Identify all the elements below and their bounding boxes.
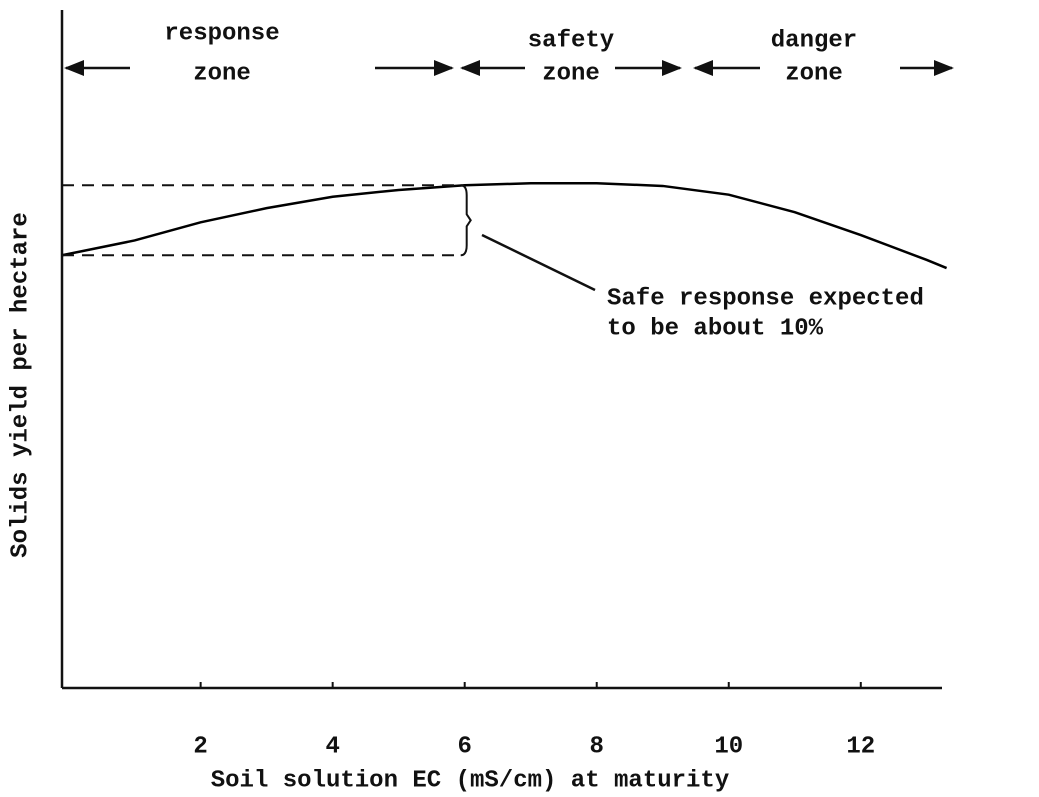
x-tick-label: 12	[846, 733, 875, 760]
y-axis-label: Solids yield per hectare	[7, 212, 34, 558]
x-tick-label: 10	[714, 733, 743, 760]
zone-label: zone	[542, 60, 600, 87]
yield-curve	[61, 182, 948, 270]
annotation: to be about 10%	[607, 315, 824, 342]
zone-label: danger	[771, 27, 857, 54]
x-tick-label: 4	[325, 733, 339, 760]
zone-label: zone	[785, 60, 843, 87]
x-tick-label: 2	[193, 733, 207, 760]
x-tick-label: 6	[457, 733, 471, 760]
brace	[460, 184, 472, 257]
annotation: Safe response expected	[607, 285, 924, 312]
x-axis-label: Soil solution EC (mS/cm) at maturity	[211, 767, 729, 794]
annotation-pointer	[481, 233, 596, 292]
zone-label: safety	[528, 27, 614, 54]
zone-label: zone	[193, 60, 251, 87]
x-tick-label: 8	[590, 733, 604, 760]
zone-label: response	[164, 20, 279, 47]
